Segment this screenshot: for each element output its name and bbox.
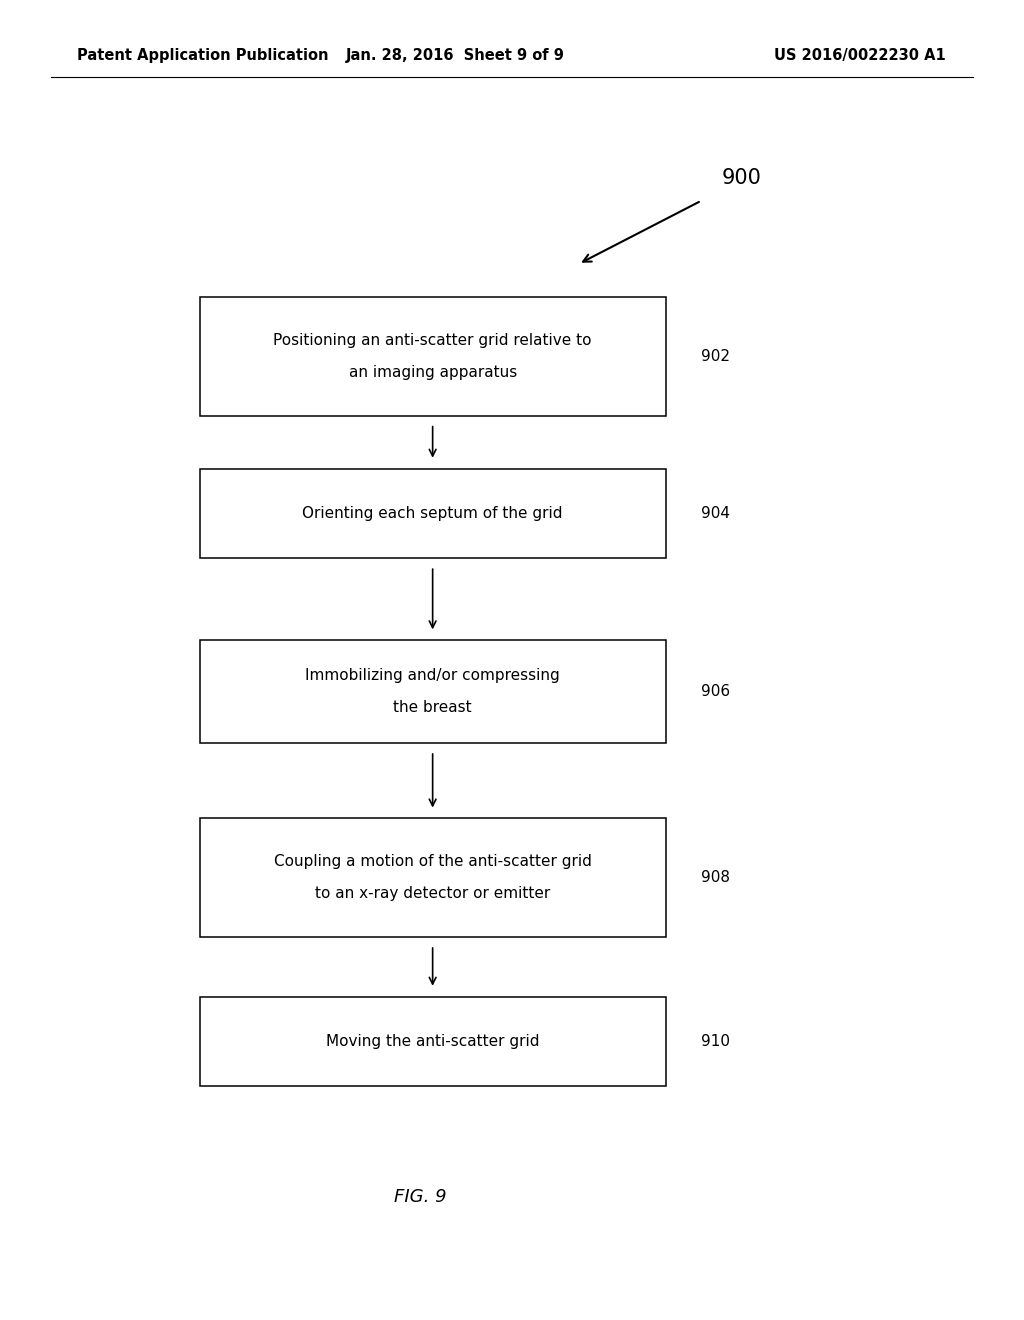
Bar xyxy=(200,469,666,558)
Text: 908: 908 xyxy=(701,870,730,886)
Text: Orienting each septum of the grid: Orienting each septum of the grid xyxy=(302,506,563,521)
Bar xyxy=(200,297,666,416)
Text: the breast: the breast xyxy=(393,700,472,715)
Text: 902: 902 xyxy=(701,348,730,364)
Text: 910: 910 xyxy=(701,1034,730,1049)
Bar xyxy=(200,997,666,1086)
Text: Coupling a motion of the anti-scatter grid: Coupling a motion of the anti-scatter gr… xyxy=(273,854,592,870)
Text: Moving the anti-scatter grid: Moving the anti-scatter grid xyxy=(326,1034,540,1049)
Text: 904: 904 xyxy=(701,506,730,521)
Bar xyxy=(200,640,666,743)
Text: Jan. 28, 2016  Sheet 9 of 9: Jan. 28, 2016 Sheet 9 of 9 xyxy=(346,48,565,63)
Text: to an x-ray detector or emitter: to an x-ray detector or emitter xyxy=(315,886,550,902)
Text: 906: 906 xyxy=(701,684,730,700)
Text: US 2016/0022230 A1: US 2016/0022230 A1 xyxy=(774,48,946,63)
Text: Patent Application Publication: Patent Application Publication xyxy=(77,48,329,63)
Text: FIG. 9: FIG. 9 xyxy=(393,1188,446,1206)
Text: Positioning an anti-scatter grid relative to: Positioning an anti-scatter grid relativ… xyxy=(273,333,592,348)
Text: an imaging apparatus: an imaging apparatus xyxy=(348,364,517,380)
Text: 900: 900 xyxy=(722,168,762,189)
Bar xyxy=(200,818,666,937)
Text: Immobilizing and/or compressing: Immobilizing and/or compressing xyxy=(305,668,560,684)
